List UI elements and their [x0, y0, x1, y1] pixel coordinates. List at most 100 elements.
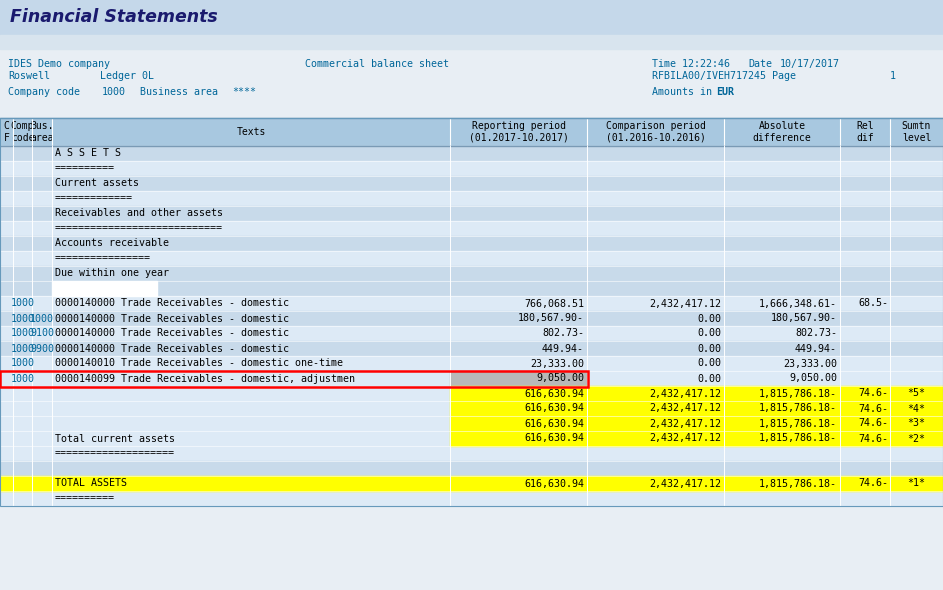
Text: 1,815,786.18-: 1,815,786.18-	[759, 434, 837, 444]
Text: 1,666,348.61-: 1,666,348.61-	[759, 299, 837, 309]
Text: 449.94-: 449.94-	[795, 343, 837, 353]
Text: *5*: *5*	[907, 388, 925, 398]
Text: dif: dif	[856, 133, 874, 143]
Text: Total current assets: Total current assets	[55, 434, 175, 444]
Text: A S S E T S: A S S E T S	[55, 149, 121, 159]
Bar	[450, 401, 587, 416]
Text: Roswell: Roswell	[8, 71, 50, 81]
Bar	[0, 401, 943, 416]
Bar	[724, 476, 840, 491]
Bar	[450, 416, 587, 431]
Bar	[0, 118, 943, 506]
Bar	[0, 371, 943, 386]
Text: 9,050.00: 9,050.00	[536, 373, 584, 384]
Bar	[587, 386, 724, 401]
Bar	[0, 311, 943, 326]
Bar	[0, 431, 943, 446]
Text: *3*: *3*	[907, 418, 925, 428]
Bar	[0, 341, 943, 356]
Text: Commercial balance sheet: Commercial balance sheet	[305, 59, 449, 69]
Bar	[890, 386, 943, 401]
Text: TOTAL ASSETS: TOTAL ASSETS	[55, 478, 127, 489]
Text: 180,567.90-: 180,567.90-	[518, 313, 584, 323]
Text: (01.2017-10.2017): (01.2017-10.2017)	[469, 133, 569, 143]
Text: 1000: 1000	[10, 313, 35, 323]
Text: =============: =============	[55, 194, 133, 204]
Text: 2,432,417.12: 2,432,417.12	[649, 434, 721, 444]
Text: Comp: Comp	[10, 121, 34, 131]
Bar	[0, 296, 943, 311]
Text: 74.6-: 74.6-	[858, 404, 888, 414]
Text: 74.6-: 74.6-	[858, 418, 888, 428]
Text: Accounts receivable: Accounts receivable	[55, 238, 169, 248]
Text: Company code: Company code	[8, 87, 80, 97]
Text: 180,567.90-: 180,567.90-	[771, 313, 837, 323]
Text: Financial Statements: Financial Statements	[10, 8, 218, 27]
Text: level: level	[902, 133, 931, 143]
Bar	[890, 431, 943, 446]
Text: 2,432,417.12: 2,432,417.12	[649, 388, 721, 398]
Text: Reporting period: Reporting period	[472, 121, 566, 131]
Text: *4*: *4*	[907, 404, 925, 414]
Text: 1000: 1000	[30, 313, 54, 323]
Text: 1000: 1000	[102, 87, 126, 97]
Bar	[52, 281, 157, 296]
Text: 1,815,786.18-: 1,815,786.18-	[759, 388, 837, 398]
Bar	[0, 416, 943, 431]
Text: 74.6-: 74.6-	[858, 434, 888, 444]
Text: 2,432,417.12: 2,432,417.12	[649, 299, 721, 309]
Text: 766,068.51: 766,068.51	[524, 299, 584, 309]
Text: 0000140010 Trade Receivables - domestic one-time: 0000140010 Trade Receivables - domestic …	[55, 359, 343, 369]
Text: C: C	[4, 121, 9, 131]
Bar	[724, 401, 840, 416]
Text: Rel: Rel	[856, 121, 874, 131]
Text: ============================: ============================	[55, 224, 223, 234]
Text: Date: Date	[748, 59, 772, 69]
Bar	[724, 386, 840, 401]
Text: 2,432,417.12: 2,432,417.12	[649, 478, 721, 489]
Text: ==========: ==========	[55, 163, 115, 173]
Text: 0000140000 Trade Receivables - domestic: 0000140000 Trade Receivables - domestic	[55, 343, 289, 353]
Text: 1000: 1000	[10, 343, 35, 353]
Bar	[450, 476, 587, 491]
Bar	[0, 251, 943, 266]
Bar	[0, 491, 943, 506]
Text: (01.2016-10.2016): (01.2016-10.2016)	[605, 133, 705, 143]
Text: 0.00: 0.00	[697, 343, 721, 353]
Text: 1,815,786.18-: 1,815,786.18-	[759, 418, 837, 428]
Text: 0.00: 0.00	[697, 329, 721, 339]
Text: Due within one year: Due within one year	[55, 268, 169, 278]
Text: 0.00: 0.00	[697, 313, 721, 323]
Text: 1000: 1000	[10, 359, 35, 369]
Bar	[890, 476, 943, 491]
Text: 1,815,786.18-: 1,815,786.18-	[759, 404, 837, 414]
Bar	[0, 236, 943, 251]
Bar	[890, 401, 943, 416]
Bar	[0, 476, 943, 491]
Text: area: area	[30, 133, 54, 143]
Text: 9900: 9900	[30, 343, 54, 353]
Text: F: F	[4, 133, 9, 143]
Text: Time 12:22:46: Time 12:22:46	[652, 59, 730, 69]
Text: 616,630.94: 616,630.94	[524, 388, 584, 398]
Text: ==========: ==========	[55, 493, 115, 503]
Text: ====================: ====================	[55, 448, 175, 458]
Text: 0.00: 0.00	[697, 373, 721, 384]
Text: code: code	[10, 133, 34, 143]
Bar	[840, 476, 890, 491]
Text: 2,432,417.12: 2,432,417.12	[649, 418, 721, 428]
Text: Business area: Business area	[140, 87, 218, 97]
Bar	[450, 386, 587, 401]
Text: RFBILA00/IVEH717245 Page: RFBILA00/IVEH717245 Page	[652, 71, 796, 81]
Bar	[0, 266, 943, 281]
Bar	[0, 35, 943, 49]
Bar	[0, 161, 943, 176]
Bar	[0, 0, 943, 35]
Bar	[0, 206, 943, 221]
Text: Current assets: Current assets	[55, 179, 139, 188]
Text: 1,815,786.18-: 1,815,786.18-	[759, 478, 837, 489]
Text: 0.00: 0.00	[697, 359, 721, 369]
Bar	[587, 431, 724, 446]
Bar	[724, 416, 840, 431]
Text: *1*: *1*	[907, 478, 925, 489]
